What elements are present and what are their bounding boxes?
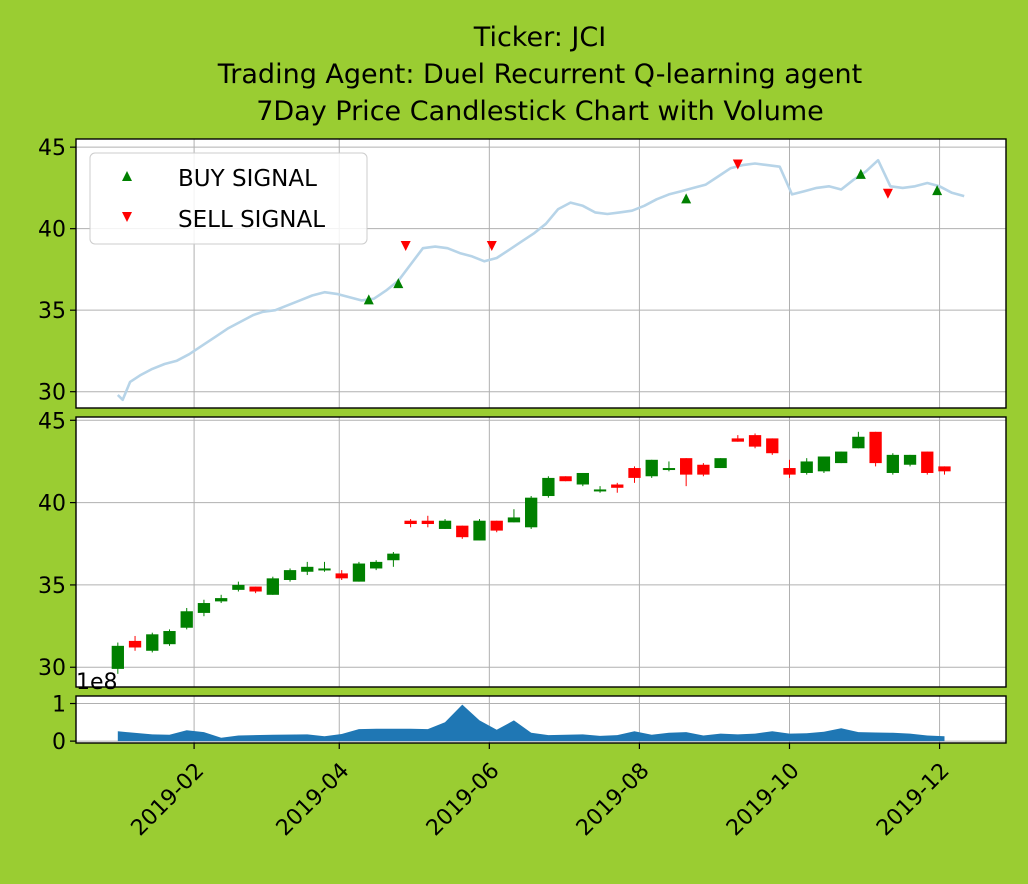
legend-box [89, 152, 368, 245]
candle-body [163, 631, 176, 645]
candle-body [525, 497, 538, 528]
candle-body [938, 466, 951, 472]
candle-body [611, 484, 624, 488]
volume-panel-frame [75, 695, 1007, 744]
candle-body [766, 438, 779, 454]
candle-body [146, 634, 159, 651]
candle-body [301, 566, 314, 572]
price-line [116, 158, 965, 402]
buy-signal-marker [393, 278, 404, 289]
sell-signal-marker [882, 188, 893, 199]
legend: BUY SIGNAL SELL SIGNAL [89, 152, 368, 245]
candle-body [921, 451, 934, 473]
candle-body [215, 598, 228, 602]
legend-sell-marker [122, 212, 132, 222]
sell-signal-marker [732, 159, 743, 170]
legend-buy-label: BUY SIGNAL [178, 166, 317, 192]
chart-title-line2: Trading Agent: Duel Recurrent Q-learning… [217, 59, 862, 90]
candle-body [559, 476, 572, 482]
candle-body [197, 603, 211, 613]
candle-body [697, 464, 710, 475]
sell-signal-marker [400, 240, 411, 251]
candle-body [456, 525, 469, 538]
candle-body [628, 468, 641, 478]
candle-body [370, 561, 383, 569]
buy-signal-marker [932, 185, 943, 196]
candle-panel-ytick-label: 35 [38, 574, 66, 599]
buy-signal-marker [363, 294, 374, 305]
candle-body [748, 435, 762, 447]
candle-body [421, 520, 434, 525]
price-panel-ytick-label: 35 [38, 299, 66, 324]
candle-body [714, 458, 727, 469]
candle-body [817, 456, 831, 472]
candle-body [473, 520, 486, 541]
buy-signal-marker [681, 193, 692, 204]
candle-body [128, 640, 142, 648]
volume-panel-ytick-label: 1 [52, 693, 66, 718]
candle-body [232, 584, 245, 590]
legend-buy-marker [122, 171, 132, 181]
candle-body [645, 459, 658, 477]
volume-area [117, 704, 945, 742]
candle-body [111, 645, 124, 669]
candle-body [886, 454, 899, 473]
candle-body [835, 451, 848, 464]
candle-body [490, 520, 503, 531]
candle-body [869, 431, 882, 464]
volume-scale-label: 1e8 [76, 670, 118, 695]
candle-body [576, 472, 589, 485]
volume-panel: 01 [52, 693, 1007, 755]
sell-signal-marker [486, 240, 497, 251]
chart-title-line3: 7Day Price Candlestick Chart with Volume [256, 96, 824, 127]
candle-body [318, 568, 331, 571]
candle-body [680, 458, 693, 475]
candle-body [593, 489, 607, 492]
candle-body [800, 461, 813, 473]
price-panel-frame [75, 138, 1007, 409]
buy-signal-marker [855, 168, 866, 179]
candle-body [662, 468, 676, 471]
candle-body [387, 553, 400, 561]
candle-body [352, 563, 366, 582]
candle-panel-frame [75, 416, 1007, 688]
candle-panel-ytick-label: 45 [38, 409, 66, 434]
candle-body [852, 436, 865, 449]
candle-body [783, 468, 796, 475]
candle-panel-ytick-label: 40 [38, 492, 66, 517]
candle-body [731, 438, 744, 442]
candle-body [335, 573, 348, 579]
candle-body [903, 454, 917, 465]
price-panel-ytick-label: 45 [38, 136, 66, 161]
candle-panel-plot-area [76, 417, 1006, 687]
candle-body [283, 570, 297, 580]
price-panel-ytick-label: 40 [38, 218, 66, 243]
price-panel-ytick-label: 30 [38, 381, 66, 406]
candle-panel-ytick-label: 30 [38, 656, 66, 681]
legend-sell-label: SELL SIGNAL [178, 207, 325, 233]
candle-body [507, 517, 521, 523]
candle-body [404, 520, 417, 525]
candlestick-panel: 30 35 40 45 [38, 409, 1007, 688]
chart-title-line1: Ticker: JCI [473, 22, 606, 53]
candle-body [180, 611, 193, 628]
candle-body [542, 477, 555, 497]
candle-body [438, 520, 452, 529]
volume-panel-ytick-label: 0 [52, 730, 66, 755]
candle-body [249, 586, 262, 592]
candle-body [266, 578, 279, 595]
